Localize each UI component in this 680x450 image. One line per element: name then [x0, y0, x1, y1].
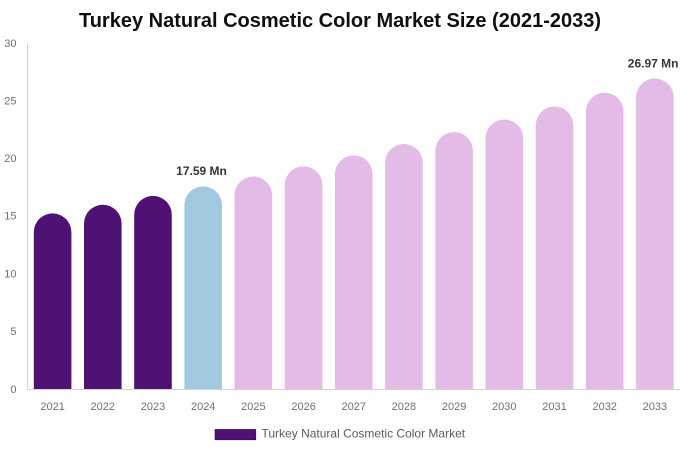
svg-text:2026: 2026: [291, 401, 315, 413]
svg-text:25: 25: [4, 96, 16, 108]
svg-text:2022: 2022: [91, 401, 115, 413]
svg-text:17.59 Mn: 17.59 Mn: [176, 164, 227, 178]
svg-text:2028: 2028: [392, 401, 416, 413]
svg-text:2027: 2027: [342, 401, 366, 413]
svg-text:2023: 2023: [141, 401, 165, 413]
svg-text:2024: 2024: [191, 401, 215, 413]
svg-text:20: 20: [4, 153, 16, 165]
svg-text:15: 15: [4, 211, 16, 223]
svg-text:2029: 2029: [442, 401, 466, 413]
svg-text:5: 5: [10, 326, 16, 338]
svg-text:Turkey Natural Cosmetic Color: Turkey Natural Cosmetic Color Market: [262, 427, 466, 441]
svg-text:2030: 2030: [492, 401, 516, 413]
svg-text:2031: 2031: [542, 401, 566, 413]
svg-text:Turkey Natural Cosmetic Color: Turkey Natural Cosmetic Color Market Siz…: [79, 10, 601, 32]
svg-text:26.97 Mn: 26.97 Mn: [628, 57, 679, 71]
svg-text:2033: 2033: [643, 401, 667, 413]
svg-text:30: 30: [4, 38, 16, 50]
svg-text:2032: 2032: [592, 401, 616, 413]
svg-text:2025: 2025: [241, 401, 265, 413]
svg-text:0: 0: [10, 384, 16, 396]
svg-text:10: 10: [4, 268, 16, 280]
svg-text:2021: 2021: [40, 401, 64, 413]
